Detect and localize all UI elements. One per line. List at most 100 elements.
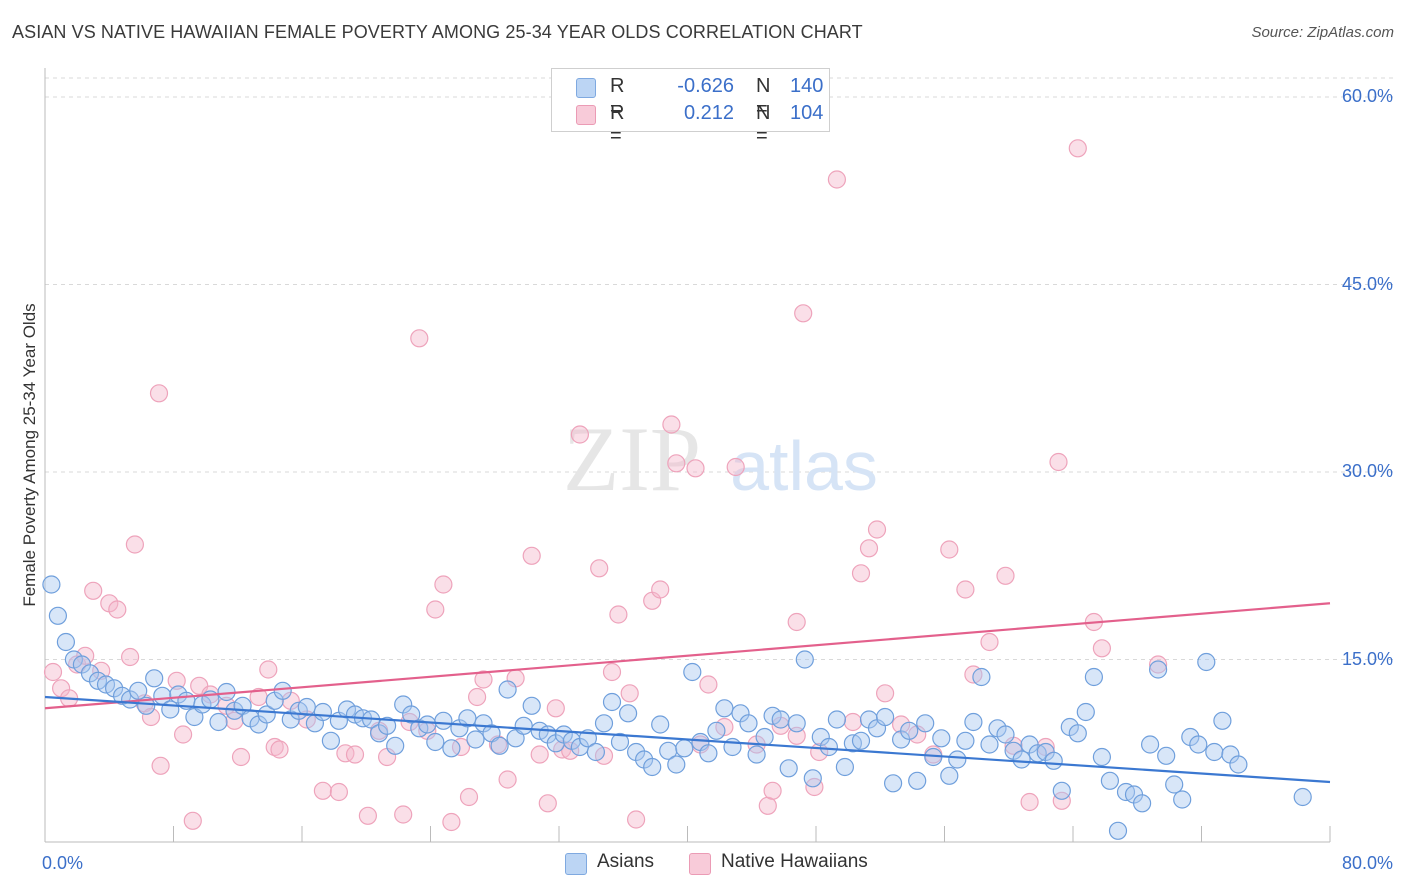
asian-point — [378, 716, 397, 735]
watermark: ZIP atlas — [563, 408, 878, 510]
asian-point — [586, 742, 606, 762]
hawaiian-point — [498, 770, 517, 789]
asian-point — [42, 575, 61, 594]
hawaiian-point — [108, 600, 127, 619]
asian-point — [948, 750, 967, 769]
asian-point — [747, 745, 766, 764]
hawaiian-point — [699, 675, 718, 694]
hawaiian-point — [151, 756, 170, 775]
hawaiian-point — [183, 811, 202, 830]
asian-point — [779, 759, 798, 778]
asian-point — [386, 736, 405, 755]
n-label: N = — [756, 75, 771, 120]
hawaiian-point — [329, 782, 348, 802]
hawaiian-point — [336, 744, 355, 763]
hawaiian-point — [875, 684, 895, 703]
hawaiian-point — [451, 737, 471, 757]
asian-point — [771, 710, 790, 729]
asian-point — [321, 731, 340, 750]
hawaiian-point — [667, 454, 686, 473]
asians-trendline — [44, 695, 1331, 784]
asian-point — [675, 739, 694, 758]
n-value: 104 — [790, 102, 824, 124]
stats-legend: R = -0.626 N = 140 R = 0.212 N = 104 — [551, 68, 830, 147]
hawaiian-point — [530, 745, 549, 764]
n-value: 140 — [790, 75, 824, 97]
hawaiian-point — [1092, 639, 1112, 658]
hawaiian-point — [686, 459, 705, 478]
asian-point — [803, 769, 822, 788]
asian-point — [932, 729, 951, 748]
asian-point — [1084, 667, 1104, 687]
asian-point — [1157, 746, 1176, 765]
asian-point — [683, 662, 702, 682]
asian-point — [755, 727, 774, 747]
asian-point — [667, 755, 686, 774]
hawaiian-point — [522, 546, 541, 565]
legend-label-asians: Asians — [597, 851, 655, 872]
hawaiian-point — [1052, 791, 1071, 810]
asian-point — [490, 736, 509, 755]
asian-point — [875, 707, 895, 727]
asian-point — [1293, 787, 1312, 807]
asian-point — [1165, 775, 1184, 794]
asian-point — [1012, 750, 1031, 769]
hawaiian-point — [167, 671, 186, 690]
asian-point — [145, 669, 164, 688]
asian-point — [426, 732, 445, 752]
hawaiian-point — [996, 566, 1015, 585]
hawaiian-point — [956, 580, 975, 599]
tick-label: 80.0% — [1341, 853, 1393, 873]
asian-point — [498, 680, 517, 699]
asian-point — [1140, 735, 1160, 754]
asians-swatch — [576, 78, 596, 98]
asian-point — [602, 692, 622, 712]
hawaiian-point — [92, 661, 111, 680]
hawaiian-point — [231, 747, 251, 767]
tick-label: 0.0% — [42, 853, 84, 873]
hawaiian-point — [626, 810, 646, 829]
hawaiian-point — [843, 712, 863, 732]
asian-point — [610, 732, 630, 752]
hawaiian-point — [1068, 139, 1087, 158]
asian-point — [1068, 724, 1087, 743]
hawaiian-point — [940, 540, 959, 559]
asian-point — [522, 696, 541, 715]
asian-point — [418, 715, 437, 734]
hawaiian-point — [43, 662, 63, 682]
asian-point — [996, 725, 1015, 744]
hawaiian-point — [867, 520, 887, 539]
hawaiians-swatch — [576, 105, 596, 125]
asian-point — [699, 744, 718, 763]
asian-point — [908, 771, 927, 790]
hawaiian-point — [827, 170, 847, 189]
tick-label: 45.0% — [1341, 273, 1393, 294]
asian-point — [514, 716, 533, 735]
hawaiian-point — [1049, 452, 1068, 472]
asian-point — [594, 714, 614, 733]
asian-point — [819, 737, 839, 757]
asian-point — [1092, 747, 1112, 767]
asian-point — [956, 731, 975, 750]
asian-point — [442, 739, 461, 758]
hawaiian-point — [758, 796, 777, 815]
tick-label: 60.0% — [1341, 86, 1393, 106]
hawaiian-point — [851, 564, 871, 583]
asian-point — [916, 714, 935, 733]
asian-point — [1213, 711, 1232, 730]
hawaiian-point — [538, 794, 557, 813]
asian-point — [209, 712, 228, 732]
hawaiian-point — [434, 575, 453, 594]
hawaiian-point — [474, 670, 493, 689]
hawaiian-point — [468, 687, 487, 707]
hawaiian-point — [662, 415, 681, 434]
asian-point — [1189, 735, 1208, 754]
hawaiian-point — [410, 329, 429, 348]
asian-point — [1197, 652, 1216, 672]
asian-point — [1148, 660, 1168, 679]
points-asians — [42, 575, 1312, 840]
hawaiian-point — [787, 726, 806, 745]
asian-point — [129, 681, 148, 700]
hawaiian-point — [570, 425, 590, 444]
